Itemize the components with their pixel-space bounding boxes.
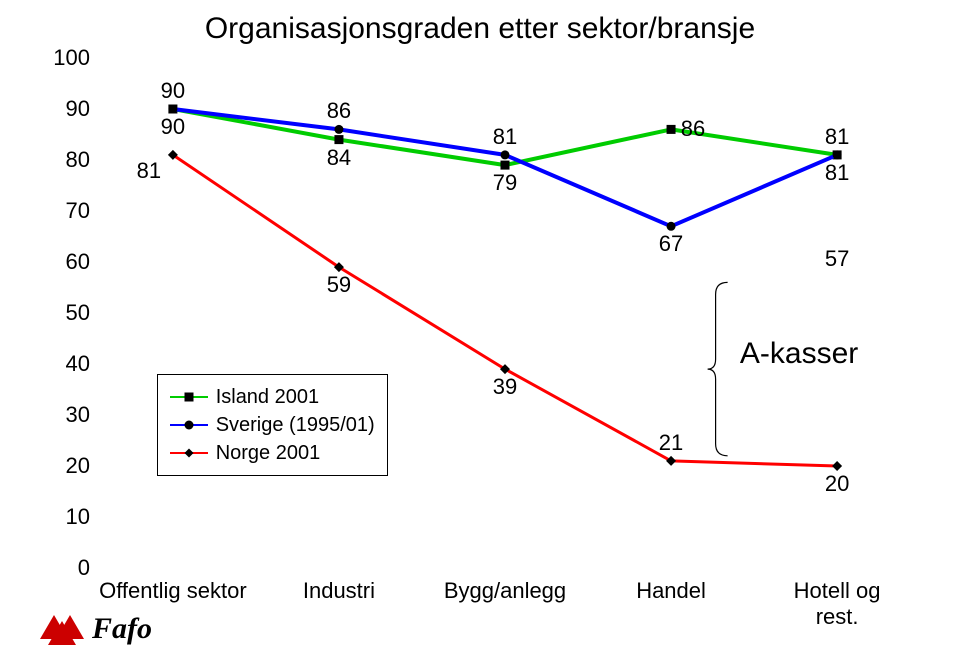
legend-swatch <box>170 444 208 462</box>
logo-text: Fafo <box>92 612 152 646</box>
x-category-label: Bygg/anlegg <box>444 578 566 604</box>
data-label: 86 <box>681 116 705 142</box>
x-category-label: Offentlig sektor <box>99 578 247 604</box>
y-tick-label: 40 <box>35 351 90 377</box>
annotation-text: A-kasser <box>740 337 858 371</box>
data-label: 81 <box>493 124 517 150</box>
data-label: 81 <box>137 158 161 184</box>
legend-label: Island 2001 <box>216 386 319 409</box>
data-label: 90 <box>161 78 185 104</box>
legend-item: Sverige (1995/01) <box>170 411 375 439</box>
data-label: 59 <box>327 272 351 298</box>
data-label: 67 <box>659 231 683 257</box>
data-label: 39 <box>493 374 517 400</box>
logo: Fafo <box>40 611 152 647</box>
x-category-label: Hotell og rest. <box>776 578 899 630</box>
legend-label: Norge 2001 <box>216 442 321 465</box>
y-tick-label: 10 <box>35 504 90 530</box>
data-label-extra: 57 <box>825 246 849 272</box>
legend: Island 2001 Sverige (1995/01) Norge 2001 <box>157 374 388 476</box>
legend-label: Sverige (1995/01) <box>216 414 375 437</box>
data-label: 81 <box>825 124 849 150</box>
legend-swatch <box>170 388 208 406</box>
logo-icon <box>40 611 86 647</box>
legend-item: Norge 2001 <box>170 439 375 467</box>
y-tick-label: 100 <box>35 45 90 71</box>
y-tick-label: 30 <box>35 402 90 428</box>
chart-title: Organisasjonsgraden etter sektor/bransje <box>0 12 960 46</box>
y-tick-label: 60 <box>35 249 90 275</box>
y-tick-label: 80 <box>35 147 90 173</box>
x-category-label: Industri <box>303 578 375 604</box>
data-label: 81 <box>825 160 849 186</box>
y-tick-label: 0 <box>35 555 90 581</box>
x-category-label: Handel <box>636 578 706 604</box>
y-tick-label: 70 <box>35 198 90 224</box>
data-label: 21 <box>659 430 683 456</box>
data-label: 79 <box>493 170 517 196</box>
legend-swatch <box>170 416 208 434</box>
data-label: 84 <box>327 145 351 171</box>
page-root: Organisasjonsgraden etter sektor/bransje… <box>0 0 960 665</box>
legend-item: Island 2001 <box>170 383 375 411</box>
data-label: 90 <box>161 114 185 140</box>
y-tick-label: 50 <box>35 300 90 326</box>
data-label: 20 <box>825 471 849 497</box>
data-label: 86 <box>327 98 351 124</box>
y-tick-label: 20 <box>35 453 90 479</box>
y-tick-label: 90 <box>35 96 90 122</box>
